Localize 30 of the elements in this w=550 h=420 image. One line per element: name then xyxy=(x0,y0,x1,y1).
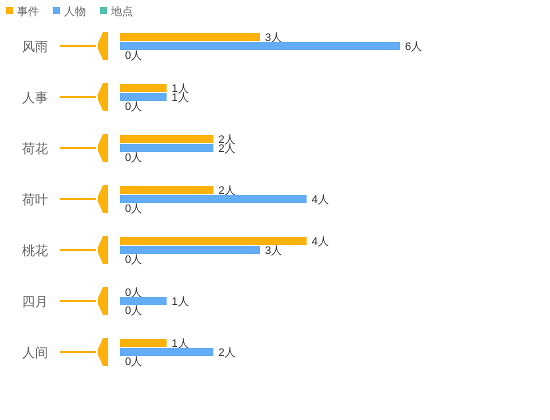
y-tick-label: 人间 xyxy=(22,345,48,360)
data-label: 6人 xyxy=(405,41,422,53)
data-label: 4人 xyxy=(312,194,329,206)
y-tick-label: 人事 xyxy=(22,90,48,105)
data-label: 0人 xyxy=(125,287,142,299)
legend-label: 人物 xyxy=(64,6,86,18)
data-label: 0人 xyxy=(125,356,142,368)
data-label: 2人 xyxy=(218,143,236,155)
data-label: 0人 xyxy=(125,254,142,266)
data-label: 2人 xyxy=(218,134,236,146)
data-label: 0人 xyxy=(125,203,142,215)
y-tick-label: 四月 xyxy=(22,294,48,309)
data-label: 2人 xyxy=(218,347,236,359)
data-label: 0人 xyxy=(125,305,142,317)
data-label: 0人 xyxy=(125,50,142,62)
data-label: 3人 xyxy=(265,245,282,257)
legend-label: 事件 xyxy=(17,5,39,18)
legend-label: 地点 xyxy=(110,5,133,18)
data-label: 2人 xyxy=(218,185,236,197)
data-label: 0人 xyxy=(125,101,142,113)
y-tick-label: 荷花 xyxy=(22,141,48,156)
data-label: 0人 xyxy=(125,152,142,164)
data-label: 3人 xyxy=(265,32,282,44)
data-label: 1人 xyxy=(172,338,189,350)
y-tick-label: 桃花 xyxy=(22,243,48,258)
data-label: 4人 xyxy=(312,236,329,248)
y-tick-label: 荷叶 xyxy=(22,192,48,207)
data-label: 1人 xyxy=(172,296,189,308)
data-label: 1人 xyxy=(172,92,189,104)
y-tick-label: 风雨 xyxy=(22,39,48,54)
